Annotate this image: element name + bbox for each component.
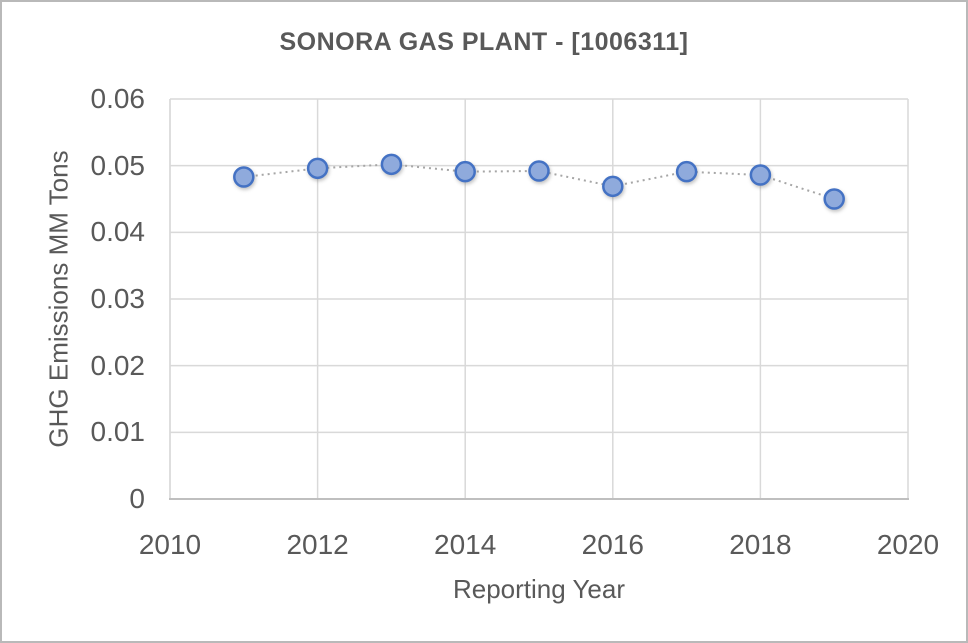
y-tick-label-0.05: 0.05 xyxy=(90,149,146,181)
data-point-2015 xyxy=(528,160,550,182)
data-point-2012 xyxy=(306,157,329,180)
x-tick-label-2012: 2012 xyxy=(286,529,349,560)
x-tick-label-2016: 2016 xyxy=(581,529,644,560)
data-point-2018 xyxy=(749,164,772,186)
data-point-2019 xyxy=(823,188,845,210)
y-tick-label-0.01: 0.01 xyxy=(90,416,146,448)
x-tick-label-2010: 2010 xyxy=(138,529,202,560)
y-tick-label-0.04: 0.04 xyxy=(90,216,146,248)
x-tick-label-2020: 2020 xyxy=(876,529,940,560)
x-axis-title: Reporting Year xyxy=(452,574,626,604)
data-point-2013 xyxy=(380,153,403,176)
chart-title: SONORA GAS PLANT - [1006311] xyxy=(279,28,689,56)
data-point-2017 xyxy=(675,160,698,183)
y-tick-label-0: 0 xyxy=(129,483,145,514)
y-tick-label-0.06: 0.06 xyxy=(90,83,146,114)
y-tick-label-0.03: 0.03 xyxy=(90,283,146,314)
data-point-2014 xyxy=(454,160,476,183)
x-tick-label-2014: 2014 xyxy=(434,529,497,560)
data-point-2016 xyxy=(602,175,624,198)
y-tick-label-0.02: 0.02 xyxy=(90,349,146,381)
data-point-2011 xyxy=(233,166,255,188)
x-tick-label-2018: 2018 xyxy=(729,529,792,560)
